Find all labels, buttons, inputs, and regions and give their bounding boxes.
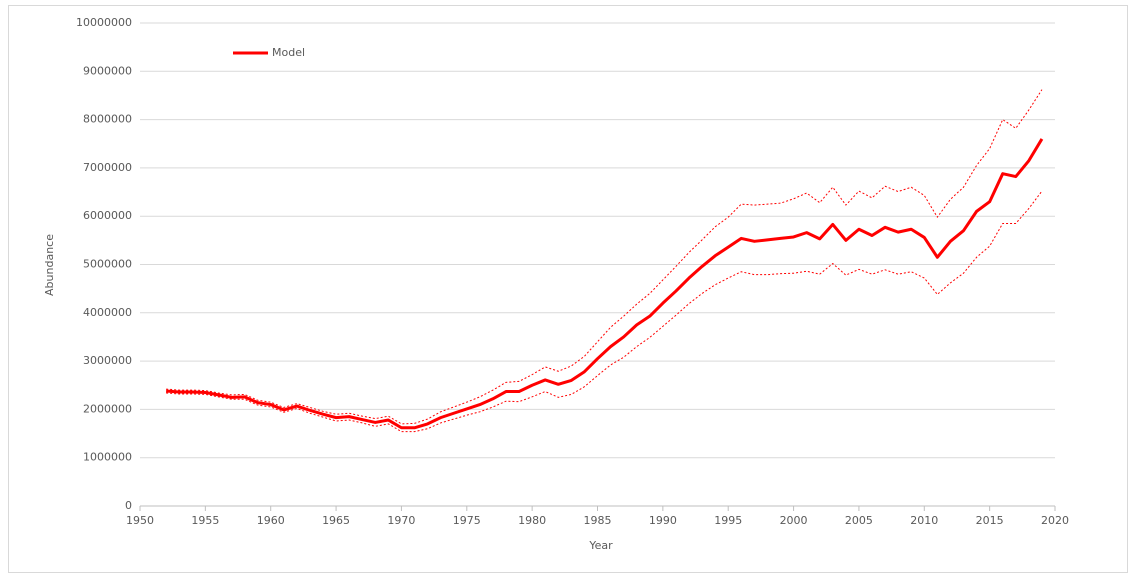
y-tick-label: 2000000 (83, 402, 132, 415)
y-tick-label: 7000000 (83, 161, 132, 174)
y-tick-label: 6000000 (83, 209, 132, 222)
y-axis-title: Abundance (43, 234, 56, 296)
upper-bound-line (166, 89, 1043, 425)
chart-frame (8, 5, 1128, 573)
x-tick-label: 2000 (780, 514, 808, 527)
x-tick-label: 1950 (126, 514, 154, 527)
series-line (166, 138, 1044, 430)
x-tick-label: 1960 (257, 514, 285, 527)
y-tick-label: 10000000 (76, 16, 132, 29)
x-tick-label: 2010 (910, 514, 938, 527)
x-tick-label: 2020 (1041, 514, 1069, 527)
y-tick-label: 0 (125, 499, 132, 512)
legend-label: Model (272, 46, 305, 59)
x-tick-label: 1970 (387, 514, 415, 527)
x-tick-label: 1975 (453, 514, 481, 527)
y-tick-label: 3000000 (83, 354, 132, 367)
x-tick-label: 1995 (714, 514, 742, 527)
x-tick-label: 1965 (322, 514, 350, 527)
y-tick-label: 1000000 (83, 451, 132, 464)
x-tick-label: 2015 (976, 514, 1004, 527)
x-tick-label: 1980 (518, 514, 546, 527)
x-tick-label: 2005 (845, 514, 873, 527)
y-tick-label: 4000000 (83, 306, 132, 319)
x-tick-label: 1955 (191, 514, 219, 527)
y-tick-label: 9000000 (83, 64, 132, 77)
x-axis-title: Year (588, 539, 613, 552)
y-tick-label: 5000000 (83, 258, 132, 271)
x-tick-label: 1990 (649, 514, 677, 527)
y-tick-label: 8000000 (83, 113, 132, 126)
x-tick-label: 1985 (584, 514, 612, 527)
